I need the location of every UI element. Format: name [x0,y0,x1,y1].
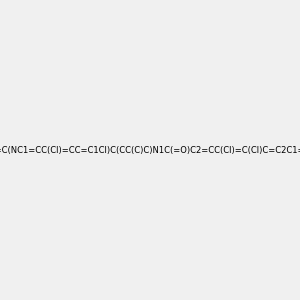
Text: O=C(NC1=CC(Cl)=CC=C1Cl)C(CC(C)C)N1C(=O)C2=CC(Cl)=C(Cl)C=C2C1=O: O=C(NC1=CC(Cl)=CC=C1Cl)C(CC(C)C)N1C(=O)C… [0,146,300,154]
